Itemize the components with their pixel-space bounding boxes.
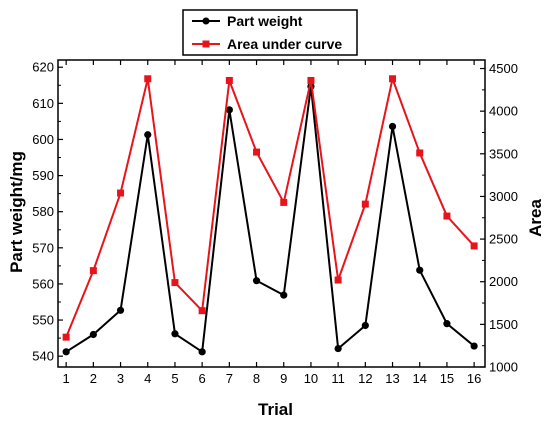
data-point-area	[198, 307, 206, 315]
y-tick-label-left: 540	[32, 349, 54, 364]
legend-label-area: Area under curve	[227, 36, 342, 52]
x-tick-label: 3	[117, 371, 124, 386]
y-tick-label-left: 590	[32, 168, 54, 183]
data-point-part-weight	[334, 344, 342, 353]
data-point-part-weight	[225, 106, 233, 114]
x-tick-label: 11	[331, 371, 345, 386]
y-tick-label-right: 1000	[489, 360, 518, 375]
y-tick-label-right: 4000	[489, 104, 518, 119]
data-point-area	[117, 189, 125, 197]
legend-label-part-weight: Part weight	[227, 13, 303, 29]
y-tick-label-left: 620	[32, 60, 54, 75]
x-tick-label: 4	[144, 371, 151, 386]
data-point-part-weight	[388, 122, 397, 131]
data-point-part-weight	[198, 348, 206, 356]
y-tick-label-right: 3500	[489, 146, 518, 161]
data-point-area	[280, 198, 288, 206]
data-point-area	[334, 276, 342, 284]
x-axis-title: Trial	[258, 400, 293, 419]
data-point-area	[225, 76, 233, 84]
series-line-area	[65, 77, 475, 338]
y-tick-label-left: 610	[32, 96, 54, 111]
plot-frame	[57, 59, 486, 368]
data-point-area	[361, 200, 369, 208]
data-point-part-weight	[144, 131, 152, 139]
data-point-area	[253, 148, 261, 156]
data-point-part-weight	[361, 321, 369, 330]
x-tick-label: 7	[226, 371, 233, 386]
data-point-area	[470, 242, 478, 250]
y-tick-label-left: 570	[32, 240, 54, 255]
x-tick-label: 12	[358, 371, 372, 386]
legend-box	[182, 9, 358, 56]
y-tick-label-left: 550	[32, 313, 54, 328]
y-tick-label-left: 600	[32, 132, 54, 147]
data-point-part-weight	[62, 348, 70, 356]
legend-marker-area	[202, 40, 210, 48]
y-tick-label-right: 2000	[489, 274, 518, 289]
y-tick-label-right: 4500	[489, 61, 518, 76]
data-point-area	[144, 75, 152, 83]
data-point-part-weight	[252, 277, 261, 285]
data-point-area	[62, 333, 70, 341]
series-layer	[62, 75, 478, 356]
data-point-part-weight	[171, 330, 179, 338]
data-point-area	[307, 76, 315, 84]
y-tick-label-left: 560	[32, 276, 54, 291]
x-tick-label: 9	[280, 371, 287, 386]
legend: Part weight Area under curve	[182, 9, 358, 56]
axes: 1 2 3 4 5 6 7 8 9 10 11 12 13 14 15 1654055056057058059…	[32, 59, 518, 386]
data-point-part-weight	[443, 320, 451, 328]
data-point-part-weight	[280, 291, 288, 299]
x-tick-label: 13	[385, 371, 399, 386]
y-tick-label-right: 2500	[489, 232, 518, 247]
data-point-part-weight	[416, 266, 424, 274]
series-line-part-weight	[65, 85, 475, 353]
x-tick-label: 16	[467, 371, 481, 386]
x-tick-label: 8	[253, 371, 260, 386]
data-point-part-weight	[470, 342, 478, 350]
y-axis-title-left: Part weight/mg	[7, 151, 26, 273]
data-point-area	[171, 279, 179, 287]
y-tick-label-left: 580	[32, 204, 54, 219]
data-point-part-weight	[89, 330, 97, 339]
legend-marker-part-weight	[202, 17, 210, 25]
x-tick-label: 5	[171, 371, 178, 386]
x-tick-label: 6	[199, 371, 206, 386]
x-tick-label: 10	[304, 371, 318, 386]
y-tick-label-right: 3000	[489, 189, 518, 204]
x-tick-label: 15	[440, 371, 454, 386]
y-tick-label-right: 1500	[489, 317, 518, 332]
x-tick-label: 1	[63, 371, 70, 386]
x-tick-label: 2	[90, 371, 97, 386]
x-tick-label: 14	[412, 371, 426, 386]
data-point-area	[416, 149, 424, 157]
data-point-area	[389, 75, 397, 83]
data-point-area	[443, 212, 451, 220]
y-axis-title-right: Area	[526, 199, 545, 237]
data-point-part-weight	[116, 306, 125, 314]
data-point-area	[89, 267, 97, 275]
